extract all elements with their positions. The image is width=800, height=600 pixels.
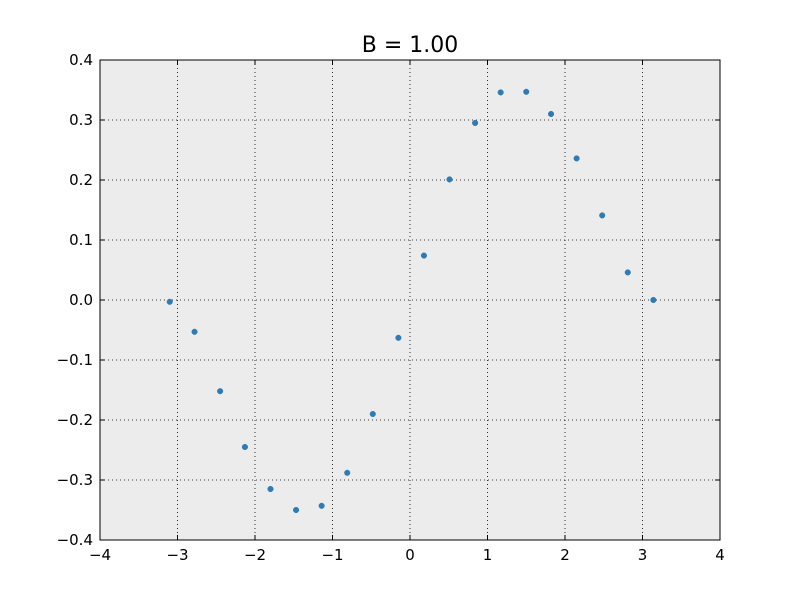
data-point <box>293 506 300 514</box>
data-point <box>191 328 198 335</box>
x-tick-label: −4 <box>89 546 111 564</box>
x-tick-label: 2 <box>560 546 570 564</box>
data-point <box>599 212 606 219</box>
y-tick-label: −0.4 <box>57 531 93 549</box>
data-point <box>241 443 248 451</box>
x-axis-tick-labels: −4 −3 −2 −1 0 1 2 3 4 <box>89 546 725 564</box>
data-point <box>624 269 631 276</box>
x-tick-label: −2 <box>244 546 266 564</box>
data-point <box>217 388 224 395</box>
grid-lines <box>100 60 720 540</box>
data-point <box>650 296 657 304</box>
data-point <box>523 88 530 95</box>
data-point <box>472 119 479 127</box>
data-point <box>318 502 325 509</box>
x-tick-label: 4 <box>715 546 725 564</box>
data-point <box>548 110 555 118</box>
x-tick-label: −1 <box>321 546 343 564</box>
y-axis-tick-labels: −0.4 −0.3 −0.2 −0.1 0.0 0.1 0.2 0.3 0.4 <box>57 51 93 549</box>
data-point <box>446 176 453 183</box>
y-tick-label: 0.3 <box>69 111 93 129</box>
y-tick-label: −0.3 <box>57 471 93 489</box>
data-point <box>395 334 402 341</box>
x-tick-label: 1 <box>483 546 493 564</box>
data-point <box>497 89 504 96</box>
x-tick-label: −3 <box>166 546 188 564</box>
data-point <box>369 410 376 418</box>
data-point <box>267 485 274 493</box>
chart-title: B = 1.00 <box>362 33 459 58</box>
data-points <box>166 88 657 514</box>
data-point <box>166 298 173 305</box>
data-point <box>420 252 428 259</box>
y-tick-label: 0.0 <box>69 291 93 309</box>
y-tick-label: 0.2 <box>69 171 93 189</box>
y-tick-label: 0.4 <box>69 51 93 69</box>
y-tick-label: 0.1 <box>69 231 93 249</box>
plot-frame <box>99 59 721 541</box>
data-point <box>573 155 580 162</box>
data-point <box>344 469 351 476</box>
y-tick-label: −0.2 <box>57 411 93 429</box>
y-tick-label: −0.1 <box>57 351 93 369</box>
x-tick-label: 3 <box>638 546 648 564</box>
x-tick-label: 0 <box>405 546 415 564</box>
